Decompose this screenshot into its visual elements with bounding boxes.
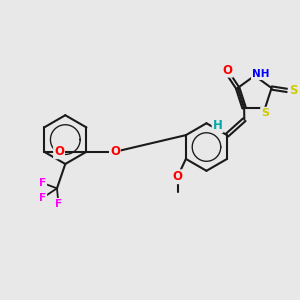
- Text: O: O: [172, 170, 183, 183]
- Text: O: O: [110, 145, 120, 158]
- Text: O: O: [54, 145, 64, 158]
- Text: O: O: [223, 64, 232, 77]
- Text: H: H: [213, 119, 223, 132]
- Text: F: F: [55, 199, 62, 209]
- Text: S: S: [261, 108, 269, 118]
- Text: NH: NH: [252, 69, 269, 79]
- Text: S: S: [289, 84, 297, 97]
- Text: F: F: [39, 193, 46, 203]
- Text: F: F: [39, 178, 46, 188]
